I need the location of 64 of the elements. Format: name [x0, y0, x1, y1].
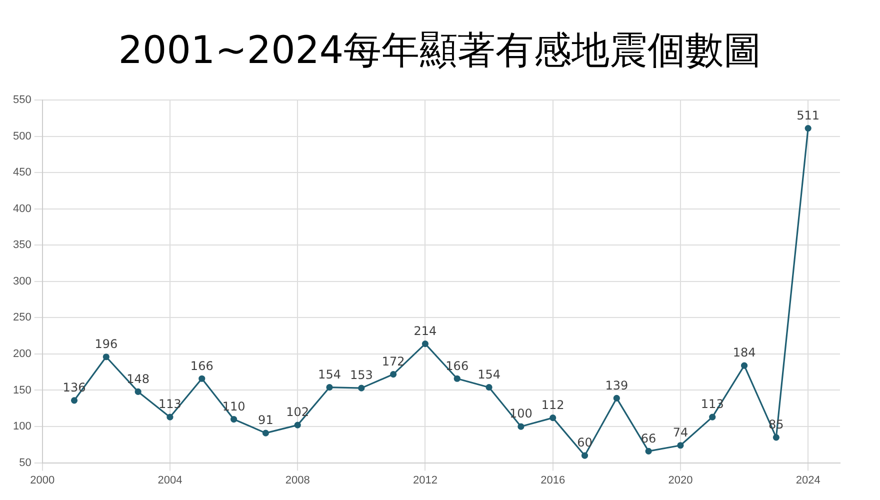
data-label: 154	[478, 367, 500, 382]
point	[518, 423, 524, 430]
y-tick-label: 400	[12, 202, 32, 215]
point	[422, 340, 429, 348]
x-tick-label: 2020	[668, 474, 693, 486]
point	[550, 414, 556, 422]
point	[262, 430, 269, 436]
point	[740, 362, 748, 369]
data-label: 196	[94, 336, 118, 351]
data-label: 184	[732, 346, 756, 360]
point	[358, 384, 365, 392]
data-label: 100	[509, 406, 532, 421]
point	[709, 414, 716, 420]
x-tick-label: 2024	[796, 474, 820, 486]
y-tick-label: 300	[12, 275, 32, 288]
point	[198, 375, 206, 382]
point	[166, 414, 174, 420]
data-label: 166	[190, 358, 214, 373]
data-label: 60	[577, 436, 592, 450]
point	[677, 442, 684, 449]
point	[70, 397, 78, 404]
x-tick-label: 2000	[30, 474, 55, 486]
point	[645, 448, 652, 454]
data-label: 148	[126, 372, 150, 386]
data-label: 113	[158, 397, 182, 412]
y-tick-label: 500	[12, 130, 32, 142]
data-label: 74	[672, 426, 688, 440]
x-tick-label: 2004	[158, 474, 182, 486]
data-label: 112	[541, 398, 564, 412]
y-tick-label: 550	[12, 94, 32, 106]
point	[102, 354, 110, 360]
x-tick-label: 2008	[285, 474, 310, 486]
data-label: 172	[382, 354, 405, 368]
point	[804, 125, 812, 132]
data-label: 91	[258, 413, 274, 428]
y-tick-label: 100	[12, 420, 32, 433]
data-label: 153	[350, 368, 373, 382]
x-tick-label: 2016	[540, 474, 566, 486]
y-tick-label: 200	[12, 348, 32, 360]
data-label: 66	[640, 431, 656, 446]
point	[454, 375, 460, 382]
y-tick-label: 250	[12, 312, 32, 324]
chart-title: 2001~2024每年顯著有感地震個數圖	[117, 27, 763, 74]
point	[134, 388, 142, 395]
point	[230, 416, 238, 423]
y-tick-label: 50	[19, 456, 32, 469]
point	[772, 434, 780, 441]
y-tick-label: 450	[12, 166, 32, 179]
point	[486, 384, 492, 391]
data-label: 102	[286, 405, 310, 420]
point	[390, 370, 397, 378]
y-tick-label: 150	[12, 384, 32, 396]
y-tick-label: 350	[12, 239, 32, 252]
data-label: 139	[605, 378, 628, 392]
point	[326, 384, 333, 391]
point	[294, 422, 301, 428]
data-label: 511	[796, 108, 820, 122]
data-label: 166	[446, 358, 469, 373]
data-label: 214	[414, 324, 437, 338]
point	[581, 452, 588, 459]
data-label: 110	[222, 399, 246, 414]
point	[613, 394, 620, 402]
x-tick-label: 2012	[412, 474, 438, 486]
data-label: 154	[318, 367, 341, 382]
